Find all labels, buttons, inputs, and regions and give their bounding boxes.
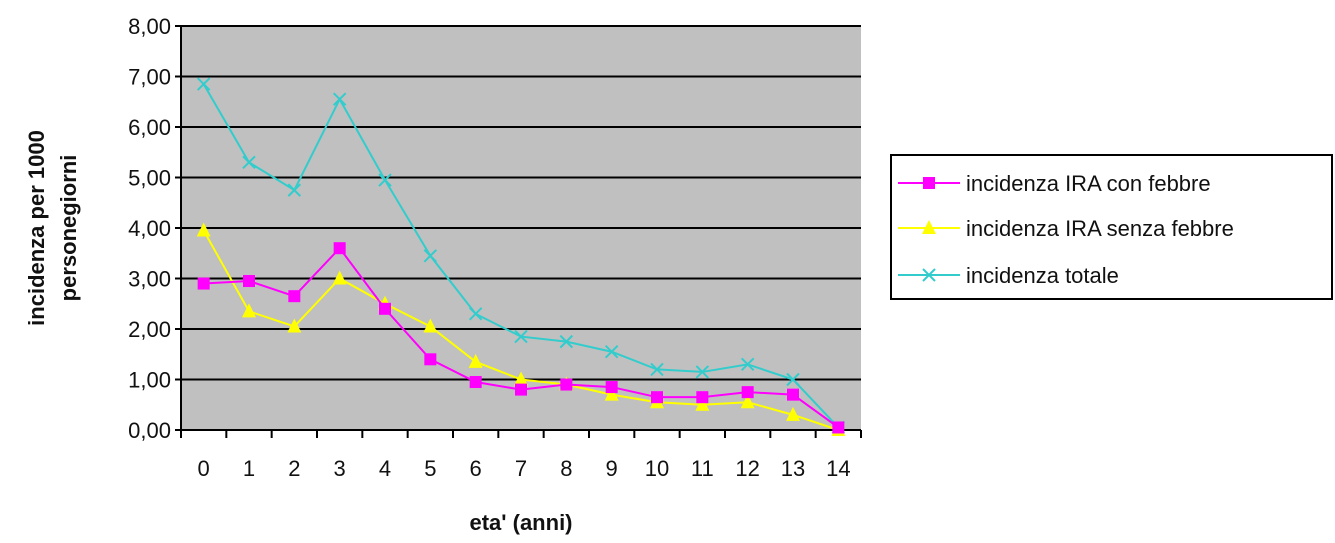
y-axis-title-line2: personegiorni [56, 155, 81, 302]
data-point [288, 290, 301, 303]
data-point [787, 388, 799, 401]
x-tick-label: 1 [243, 456, 255, 481]
x-tick-label: 13 [781, 456, 805, 481]
data-point [559, 334, 574, 349]
data-point [695, 396, 710, 411]
data-point [469, 376, 482, 389]
data-point [423, 318, 438, 333]
y-tick-label: 6,00 [128, 115, 171, 140]
series-layer [196, 77, 846, 436]
x-tick-label: 12 [735, 456, 759, 481]
x-tick-label: 5 [424, 456, 436, 481]
data-point [332, 92, 347, 106]
x-tick-label: 2 [288, 456, 300, 481]
data-point [196, 222, 211, 237]
y-tick-label: 8,00 [128, 14, 171, 39]
data-point [832, 421, 845, 434]
legend-label: incidenza IRA con febbre [966, 171, 1211, 196]
data-point [378, 173, 392, 187]
data-point [287, 318, 302, 333]
data-point [242, 303, 256, 318]
data-point [922, 268, 936, 282]
x-tick-label: 3 [334, 456, 346, 481]
legend-label: incidenza IRA senza febbre [966, 216, 1234, 241]
data-point [379, 302, 391, 315]
data-point [423, 249, 438, 263]
legend-box [890, 154, 1333, 300]
x-axis-title: eta' (anni) [469, 510, 572, 535]
y-tick-label: 1,00 [128, 368, 171, 393]
data-point [424, 353, 437, 366]
data-point [741, 386, 754, 399]
legend-items: incidenza IRA con febbre incidenza IRA se… [898, 171, 1234, 288]
data-point [242, 155, 256, 170]
data-point [650, 362, 664, 377]
data-point [740, 357, 755, 372]
data-point [604, 386, 619, 401]
data-point [651, 391, 663, 404]
x-tick-label: 6 [470, 456, 482, 481]
data-point [695, 365, 710, 379]
y-tick-label: 4,00 [128, 216, 171, 241]
data-point [604, 345, 619, 359]
y-tick-label: 5,00 [128, 166, 171, 191]
data-point [468, 307, 483, 321]
y-tick-label: 3,00 [128, 267, 171, 292]
y-axis-title-line1: incidenza per 1000 [24, 130, 49, 326]
series-0 [197, 242, 845, 434]
data-point [786, 406, 800, 421]
x-tick-label: 9 [606, 456, 618, 481]
data-point [196, 77, 211, 91]
legend-label: incidenza totale [966, 263, 1119, 288]
x-tick-label: 8 [560, 456, 572, 481]
data-point [243, 275, 255, 288]
data-point [468, 353, 483, 368]
data-point [560, 378, 573, 391]
data-point [514, 329, 528, 344]
legend: incidenza IRA con febbre incidenza IRA se… [890, 154, 1333, 300]
data-point [605, 381, 618, 394]
data-point [922, 220, 936, 234]
x-tick-label: 14 [826, 456, 850, 481]
x-tick-label: 10 [645, 456, 669, 481]
x-tick-label: 7 [515, 456, 527, 481]
data-point [333, 242, 346, 255]
data-point [923, 177, 935, 189]
y-tick-label: 2,00 [128, 317, 171, 342]
data-point [514, 371, 528, 386]
data-point [786, 372, 800, 387]
y-tick-label: 0,00 [128, 418, 171, 443]
x-ticks: 0 1 2 3 4 5 6 7 8 9 10 11 12 13 14 [180, 430, 862, 481]
x-tick-label: 11 [691, 456, 714, 481]
y-tick-label: 7,00 [128, 65, 171, 90]
data-point [332, 270, 347, 285]
legend-item: incidenza IRA senza febbre [898, 216, 1234, 241]
x-tick-label: 0 [198, 456, 210, 481]
legend-item: incidenza totale [898, 263, 1119, 288]
legend-item: incidenza IRA con febbre [898, 171, 1211, 196]
data-point [197, 277, 210, 290]
data-point [696, 391, 709, 404]
data-point [287, 183, 302, 197]
x-tick-label: 4 [379, 456, 391, 481]
y-ticks: 0,00 1,00 2,00 3,00 4,00 5,00 6,00 7,00 8,00 [128, 14, 181, 443]
data-point [515, 383, 527, 396]
data-point [740, 394, 755, 409]
